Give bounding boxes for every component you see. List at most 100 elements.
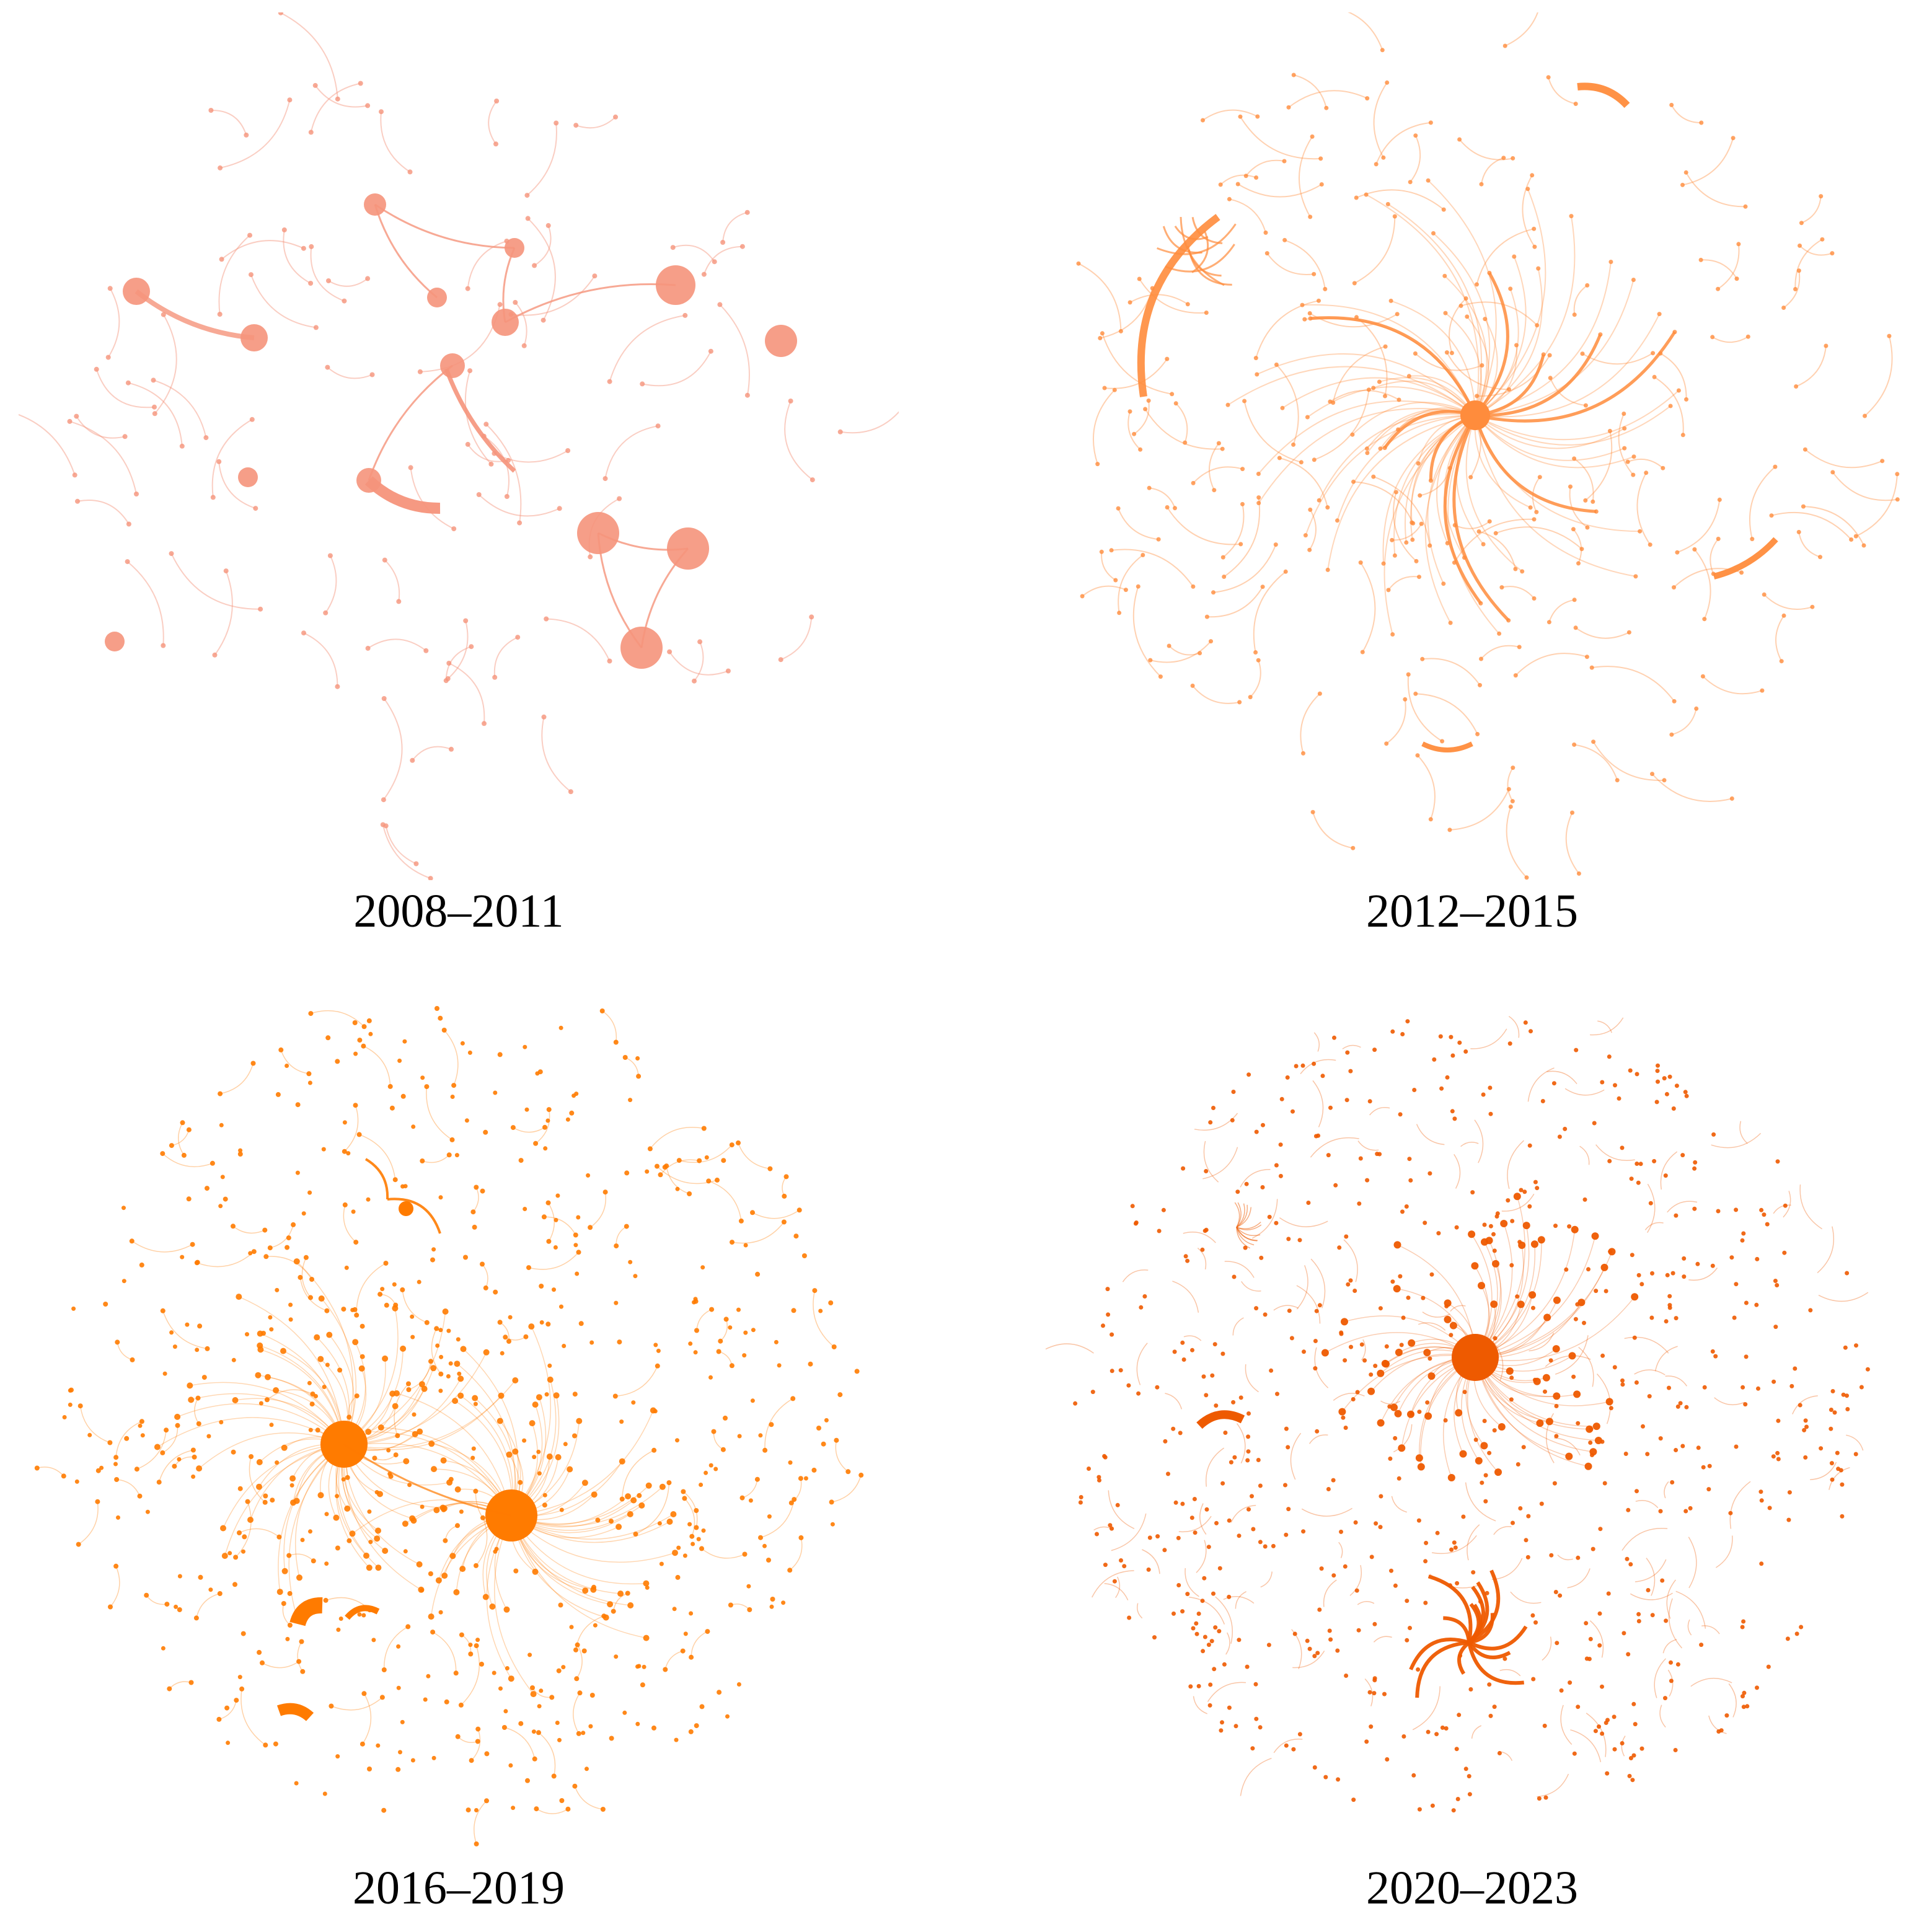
node <box>121 1206 126 1211</box>
node <box>1840 1514 1845 1519</box>
node <box>725 1714 730 1719</box>
node <box>1702 1385 1707 1390</box>
node <box>769 1422 774 1427</box>
node <box>1492 1259 1499 1268</box>
node <box>1101 1323 1105 1328</box>
node <box>1454 1747 1459 1752</box>
node <box>276 1534 282 1540</box>
node <box>1716 536 1721 541</box>
edge <box>1235 1591 1246 1609</box>
edge <box>1104 358 1168 389</box>
node <box>1453 1545 1458 1550</box>
edge <box>1651 773 1732 802</box>
node <box>1137 276 1142 281</box>
node <box>345 1475 350 1480</box>
edge <box>1478 531 1516 570</box>
edge <box>1846 1434 1864 1451</box>
node <box>1542 1374 1550 1382</box>
node <box>164 1602 170 1607</box>
node <box>1147 1535 1152 1540</box>
edge <box>1718 244 1740 290</box>
node <box>528 1323 535 1330</box>
edge <box>1199 1503 1207 1535</box>
edge <box>1165 244 1235 273</box>
node <box>1641 1424 1645 1429</box>
network-graph-2016-2019 <box>34 1006 864 1846</box>
node <box>1087 1467 1091 1471</box>
node <box>1636 1273 1641 1277</box>
node <box>1572 456 1577 461</box>
node <box>445 676 451 681</box>
node <box>1364 446 1369 451</box>
node <box>1279 1096 1284 1101</box>
node <box>1802 447 1807 452</box>
node <box>1675 1404 1680 1409</box>
node <box>382 1355 389 1362</box>
edge <box>784 400 813 480</box>
edge <box>513 1127 545 1133</box>
node <box>1452 1116 1457 1121</box>
node <box>356 1132 362 1137</box>
node <box>545 223 551 228</box>
node <box>223 568 229 574</box>
edge <box>544 1216 576 1235</box>
edge <box>1282 377 1476 416</box>
node <box>1208 1682 1213 1687</box>
edge <box>1671 708 1697 736</box>
node <box>1417 1463 1425 1471</box>
node <box>1395 312 1400 317</box>
node <box>513 299 518 305</box>
node <box>474 1563 479 1568</box>
node <box>471 1446 476 1451</box>
node <box>1529 1029 1533 1034</box>
node <box>736 1307 741 1312</box>
node <box>1286 105 1291 110</box>
edge <box>1550 377 1586 407</box>
node <box>368 1031 373 1036</box>
node <box>1167 643 1171 648</box>
node <box>615 1524 622 1530</box>
node <box>781 1219 787 1225</box>
node <box>1895 497 1900 502</box>
node <box>1471 1570 1476 1575</box>
node <box>1633 1722 1638 1727</box>
node <box>95 1499 100 1504</box>
node <box>1625 459 1630 464</box>
node <box>130 1357 135 1362</box>
node <box>1583 403 1588 408</box>
node <box>655 1363 660 1369</box>
node <box>1219 1728 1224 1733</box>
edge <box>310 246 345 302</box>
node <box>430 1365 437 1372</box>
node <box>285 1064 289 1068</box>
node <box>1324 105 1329 110</box>
node <box>1626 630 1631 635</box>
node <box>358 1365 365 1372</box>
node <box>308 130 314 135</box>
edge <box>218 234 250 315</box>
node <box>568 789 573 795</box>
node <box>365 645 371 651</box>
node <box>518 1721 524 1726</box>
node <box>1577 1299 1586 1307</box>
node <box>1171 1426 1176 1431</box>
node <box>1517 645 1522 650</box>
edge <box>1801 196 1822 224</box>
node <box>346 1538 352 1543</box>
edge <box>1127 411 1141 451</box>
node <box>1190 683 1195 688</box>
node <box>1535 1186 1540 1191</box>
node <box>1729 1255 1734 1260</box>
node <box>301 245 306 251</box>
node <box>465 441 470 447</box>
node <box>469 1758 474 1763</box>
node <box>1594 509 1599 514</box>
edge <box>1258 408 1476 504</box>
node <box>1532 226 1537 231</box>
node <box>1664 1618 1669 1623</box>
node <box>431 1466 437 1473</box>
node <box>1217 1566 1222 1571</box>
node <box>307 1380 312 1385</box>
node <box>417 1428 423 1435</box>
node <box>160 1151 165 1157</box>
